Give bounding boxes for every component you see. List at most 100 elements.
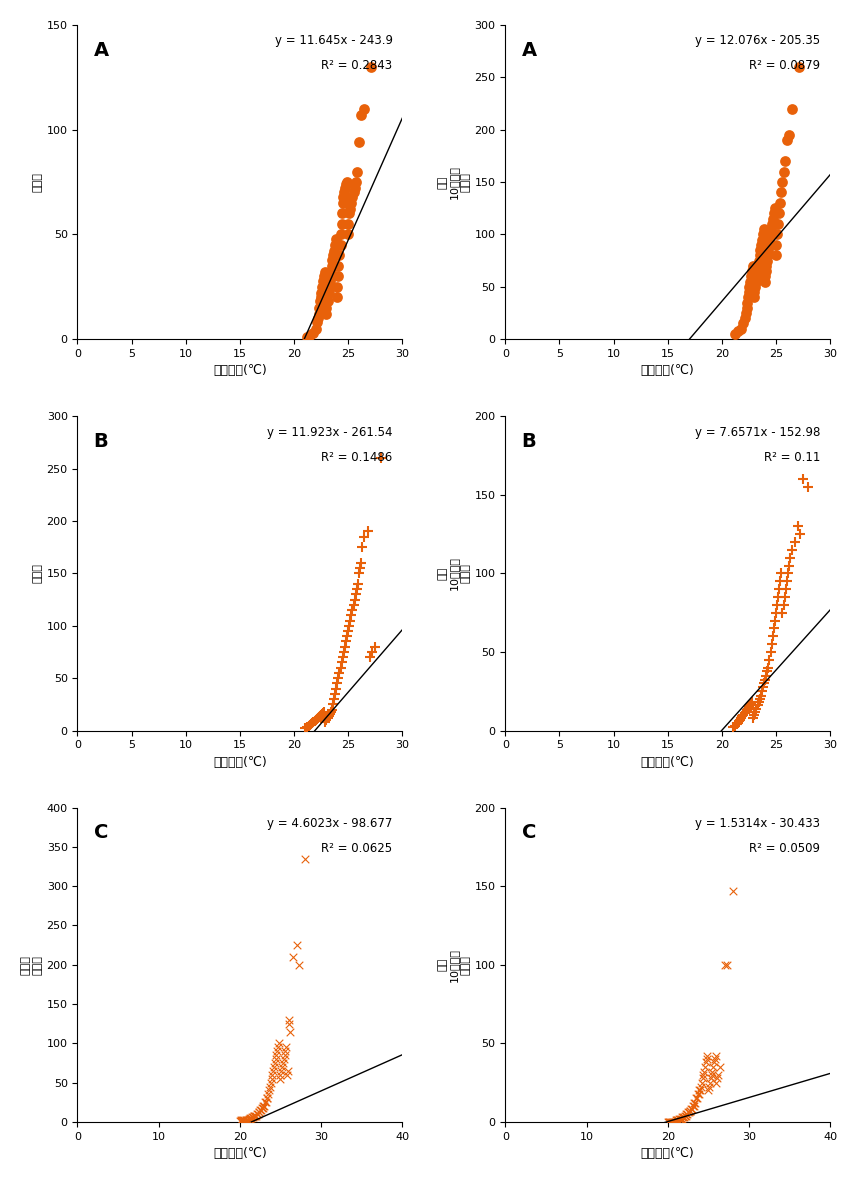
Y-axis label: 인구
10만명당
발생률: 인구 10만명당 발생률 xyxy=(437,948,470,981)
Point xyxy=(251,1103,265,1122)
Point xyxy=(758,674,771,693)
Point xyxy=(756,224,770,243)
Point xyxy=(779,580,793,599)
Point xyxy=(710,1074,723,1092)
Point xyxy=(235,1111,249,1130)
Point xyxy=(767,619,781,638)
Point xyxy=(793,524,807,543)
Point xyxy=(256,1098,269,1117)
Point xyxy=(703,1074,716,1092)
Point xyxy=(340,627,353,646)
Point xyxy=(342,616,356,635)
Point xyxy=(247,1107,261,1125)
Point xyxy=(258,1092,272,1111)
Point xyxy=(731,713,745,732)
Point xyxy=(249,1107,263,1125)
Point xyxy=(742,278,756,296)
Point xyxy=(775,563,789,582)
Point xyxy=(300,327,314,346)
Point xyxy=(710,1069,724,1088)
Point xyxy=(315,278,329,296)
Point xyxy=(281,1010,295,1029)
Point xyxy=(750,272,764,291)
Point xyxy=(325,700,339,719)
Point xyxy=(306,324,320,342)
Point xyxy=(331,256,345,275)
Text: R² = 0.11: R² = 0.11 xyxy=(764,451,820,464)
Point xyxy=(661,1113,674,1131)
Point xyxy=(746,709,760,727)
Point xyxy=(746,693,759,712)
Point xyxy=(343,200,357,218)
Point xyxy=(698,1062,711,1081)
Point xyxy=(323,278,336,296)
X-axis label: 평균기온(℃): 평균기온(℃) xyxy=(213,756,267,769)
Text: C: C xyxy=(94,823,108,842)
Point xyxy=(325,250,339,269)
Point xyxy=(331,668,345,687)
Point xyxy=(755,681,769,700)
Point xyxy=(768,611,782,629)
Point xyxy=(249,1107,263,1125)
Point xyxy=(693,1081,707,1100)
Point xyxy=(726,881,740,900)
Point xyxy=(762,241,776,260)
Point xyxy=(690,1089,704,1108)
Point xyxy=(704,1069,717,1088)
Point xyxy=(663,1113,677,1131)
Point xyxy=(309,711,323,730)
Point xyxy=(350,580,364,599)
Point xyxy=(251,1104,264,1123)
Point xyxy=(271,1038,285,1057)
Point xyxy=(319,299,333,318)
Point xyxy=(702,1081,716,1100)
Point xyxy=(351,574,365,593)
Point xyxy=(706,1057,720,1076)
Point xyxy=(687,1094,701,1113)
Text: y = 11.645x - 243.9: y = 11.645x - 243.9 xyxy=(275,34,392,47)
Point xyxy=(264,1069,278,1088)
Point xyxy=(689,1089,703,1108)
Point xyxy=(738,704,752,723)
Point xyxy=(323,272,336,291)
Point xyxy=(252,1103,266,1122)
Point xyxy=(276,1053,290,1072)
Text: A: A xyxy=(94,40,109,59)
Point xyxy=(349,585,363,603)
Point xyxy=(751,696,764,715)
Point xyxy=(234,1111,248,1130)
Point xyxy=(685,1100,698,1118)
Point xyxy=(305,715,318,733)
Point xyxy=(686,1097,700,1116)
Point xyxy=(755,230,769,249)
Point xyxy=(751,267,764,286)
Point xyxy=(742,282,756,301)
Point xyxy=(334,224,347,243)
Point xyxy=(241,1110,255,1129)
Point xyxy=(747,288,761,307)
Y-axis label: 발생수: 발생수 xyxy=(33,172,43,193)
Point xyxy=(245,1109,258,1128)
Point xyxy=(333,246,347,265)
Point xyxy=(335,194,349,213)
Point xyxy=(314,705,328,724)
Point xyxy=(740,700,753,719)
Point xyxy=(767,204,781,223)
Point xyxy=(268,1053,281,1072)
Point xyxy=(775,183,789,202)
Point xyxy=(769,603,782,622)
Point xyxy=(666,1113,680,1131)
Point xyxy=(764,634,778,653)
Point xyxy=(270,1042,284,1061)
Point xyxy=(677,1108,691,1127)
Point xyxy=(714,1057,728,1076)
Point xyxy=(769,246,782,265)
Point xyxy=(330,288,344,307)
Point xyxy=(671,1111,685,1130)
Point xyxy=(253,1101,267,1120)
Point xyxy=(282,1014,296,1033)
Point xyxy=(269,1045,283,1064)
Point xyxy=(272,1033,286,1052)
Point xyxy=(365,642,378,661)
Point xyxy=(298,849,311,868)
